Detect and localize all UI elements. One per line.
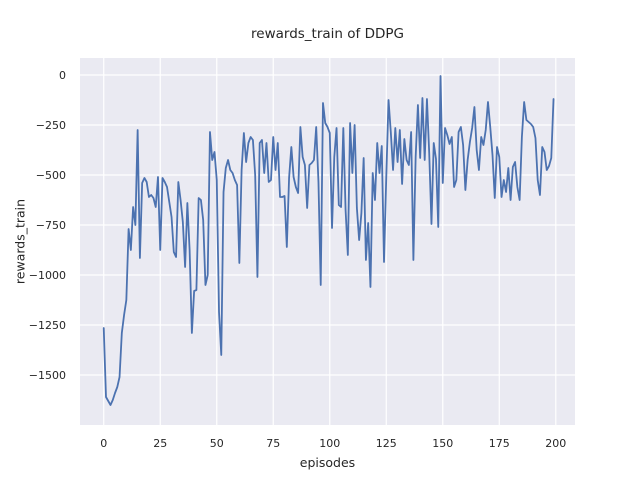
x-tick-label: 200	[545, 437, 566, 450]
x-axis-label: episodes	[299, 455, 356, 470]
x-tick-label: 0	[100, 437, 107, 450]
x-tick-label: 75	[266, 437, 280, 450]
chart-title: rewards_train of DDPG	[251, 26, 404, 42]
x-tick-label: 175	[489, 437, 510, 450]
x-tick-label: 100	[319, 437, 340, 450]
y-tick-label: −500	[36, 169, 66, 182]
y-tick-label: −1500	[29, 369, 66, 382]
plot-area	[80, 58, 575, 425]
y-tick-label: −750	[36, 219, 66, 232]
y-tick-label: 0	[59, 69, 66, 82]
y-tick-label: −1000	[29, 269, 66, 282]
x-tick-label: 25	[153, 437, 167, 450]
x-tick-label: 125	[376, 437, 397, 450]
series-line	[102, 75, 555, 406]
y-axis-label: rewards_train	[12, 198, 28, 285]
y-tick-label: −1250	[29, 319, 66, 332]
y-tick-label: −250	[36, 119, 66, 132]
x-tick-label: 50	[210, 437, 224, 450]
x-tick-label: 150	[432, 437, 453, 450]
